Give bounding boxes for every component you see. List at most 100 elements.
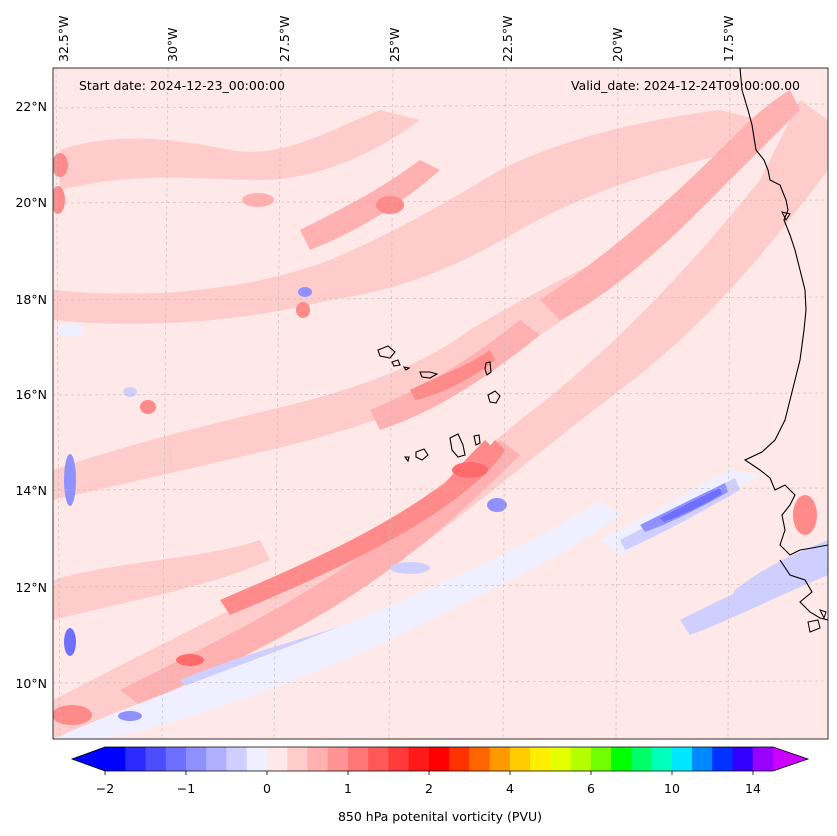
colorbar-segment [530,747,551,771]
pv-max-18n [296,302,310,318]
colorbar-title: 850 hPa potenital vorticity (PVU) [338,809,542,824]
lon-label-20w: 20°W [610,27,625,62]
colorbar-segment [408,747,430,771]
colorbar-segment [469,747,491,771]
lat-label-10n: 10°N [15,676,47,691]
colorbar-segment [145,747,167,771]
colorbar-segment [327,747,349,771]
boa-vista [487,390,501,404]
cb-tick-0: 0 [263,781,271,796]
cb-tick-10: 10 [664,781,680,796]
pv-max-sw [53,705,92,725]
colorbar-segment [449,747,470,771]
pv-neg-12n [390,562,430,574]
latitude-labels: 22°N 20°N 18°N 16°N 14°N 12°N 10°N [15,99,47,691]
colorbar-segment [287,747,309,771]
colorbar-segment [651,747,673,771]
santa-luzia [402,366,411,371]
colorbar-segment [428,747,450,771]
pv-band-southwest [53,540,270,620]
pv-max-20n-b [242,193,274,207]
lat-label-14n: 14°N [15,483,47,498]
lon-label-25w: 25°W [387,27,402,62]
africa-coastline-south [779,559,828,621]
fogo [415,448,429,461]
pv-neg-south-a [118,711,142,721]
colorbar-segment [692,747,713,771]
colorbar-segment [671,747,693,771]
pv-band-north [53,110,760,324]
colorbar-segment [489,747,511,771]
colorbar-segment [611,747,632,771]
colorbar-segment [752,747,774,771]
map-panel [52,67,829,740]
santiago [449,433,466,458]
pv-strong-north [300,160,440,250]
santo-antao [377,345,396,359]
pv-neg-southeast-2 [730,540,828,600]
lat-label-22n: 22°N [15,99,47,114]
colorbar-segment [712,747,734,771]
maio [473,434,481,446]
sal [484,361,492,376]
lat-label-18n: 18°N [15,292,47,307]
pv-band-northwest [60,110,420,190]
brava [403,456,410,463]
colorbar-segment [368,747,389,771]
colorbar-segment [165,747,187,771]
cb-tick-1: 1 [344,781,352,796]
pv-max-16n [140,400,156,414]
pv-strong-ne [540,90,800,320]
cb-tick-neg2: −2 [96,781,114,796]
pv-neg-islands [487,498,507,512]
bijagos-islands [807,609,827,633]
pv-neg-18n [298,287,312,297]
pv-band-mid [53,260,620,500]
pv-max-coast [793,495,817,535]
start-date-label: Start date: 2024-12-23_00:00:00 [79,78,285,93]
colorbar-segment [631,747,653,771]
colorbar-segment [125,747,147,771]
pv-band-main [53,100,828,739]
valid-date-label: Valid_date: 2024-12-24T09:00:00.00 [571,78,800,93]
colorbar-segment [388,747,410,771]
lat-label-16n: 16°N [15,387,47,402]
lon-label-22-5w: 22.5°W [500,16,515,62]
pv-neg-16n [123,387,137,397]
pv-neg-west-1 [64,454,76,506]
sao-nicolau [419,371,439,379]
colorbar-segment [105,747,126,771]
colorbar-segment [570,747,592,771]
longitude-labels: 32.5°W 30°W 27.5°W 25°W 22.5°W 20°W 17.5… [56,16,736,62]
lon-label-27-5w: 27.5°W [277,16,292,62]
colorbar-segment [732,747,754,771]
pv-max-core-3 [452,462,488,478]
colorbar-segment [246,747,268,771]
colorbar-segment [347,747,369,771]
pv-core-main [220,440,505,615]
colorbar-segment [550,747,572,771]
lon-label-30w: 30°W [165,27,180,62]
cb-tick-4: 4 [506,781,514,796]
cb-tick-14: 14 [745,781,761,796]
colorbar-segment [206,747,228,771]
pv-neg-core-east-2 [660,488,722,522]
colorbar-segment [590,747,612,771]
colorbar-segment [266,747,288,771]
pv-max-20n [376,196,404,214]
colorbar-extend-low [72,747,105,771]
pv-neg-band-south [53,500,620,739]
colorbar-extend-high [773,747,808,771]
colorbar-segment [226,747,248,771]
sao-vicente [391,359,401,367]
colorbar-segment [307,747,329,771]
colorbar [70,746,810,775]
pv-neg-17n [56,324,84,336]
colorbar-segment [185,747,207,771]
pv-max-nw-1 [53,153,68,177]
lat-label-12n: 12°N [15,580,47,595]
pv-neg-west-2 [64,628,76,656]
cb-tick-2: 2 [425,781,433,796]
map-frame [52,67,829,740]
